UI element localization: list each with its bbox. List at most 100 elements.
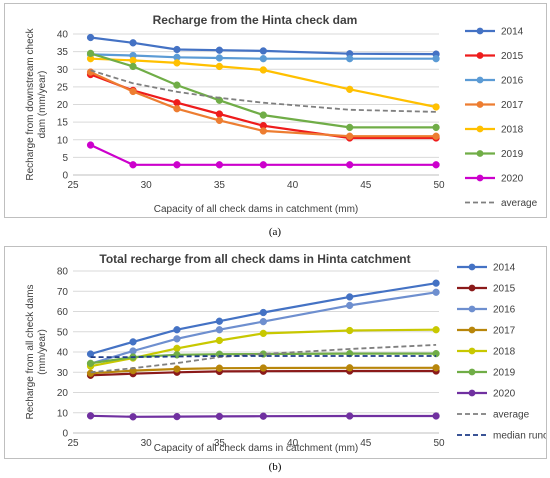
legend-label: 2015 <box>493 284 516 295</box>
legend-label: 2017 <box>501 100 524 111</box>
data-point <box>129 87 137 96</box>
data-point <box>346 326 354 335</box>
data-point <box>346 161 354 169</box>
y-tick-label: 70 <box>57 287 69 298</box>
legend-label: 2018 <box>493 347 516 358</box>
data-point <box>432 364 440 372</box>
data-point <box>215 161 224 169</box>
data-point <box>432 103 440 111</box>
data-point <box>215 317 224 325</box>
data-point <box>215 46 224 54</box>
data-point <box>173 344 181 353</box>
data-point <box>129 338 137 346</box>
data-point <box>215 364 224 372</box>
data-point <box>215 326 224 334</box>
series-line-average <box>90 344 437 374</box>
caption-a: (a) <box>268 226 282 238</box>
y-tick-label: 10 <box>57 408 69 419</box>
legend-label: 2015 <box>501 51 524 62</box>
legend-marker <box>476 27 484 35</box>
y-tick-label: 20 <box>57 100 69 111</box>
data-point <box>432 55 440 63</box>
data-point <box>259 111 267 119</box>
y-tick-label: 80 <box>57 267 69 278</box>
data-point <box>346 123 354 132</box>
data-point <box>173 365 181 373</box>
legend-marker <box>476 125 484 133</box>
data-point <box>432 123 440 132</box>
x-tick-label: 40 <box>287 438 299 449</box>
legend-label: 2014 <box>501 27 524 38</box>
data-point <box>259 161 267 169</box>
y-tick-label: 60 <box>57 307 69 318</box>
legend-marker <box>476 150 484 157</box>
data-point <box>432 132 440 140</box>
y-tick-label: 40 <box>57 348 69 359</box>
data-point <box>173 161 181 169</box>
x-tick-label: 50 <box>433 180 445 191</box>
data-point <box>215 96 224 104</box>
y-tick-label: 5 <box>62 153 68 164</box>
legend-marker <box>468 368 476 376</box>
data-point <box>346 55 354 63</box>
y-axis-title-line: dam (mm/year) <box>37 71 48 139</box>
data-point <box>346 412 354 420</box>
legend-marker <box>476 101 484 108</box>
data-point <box>129 347 137 355</box>
data-point <box>259 317 267 326</box>
data-point <box>173 326 181 334</box>
y-tick-label: 25 <box>57 82 69 93</box>
x-tick-label: 25 <box>67 180 79 191</box>
data-point <box>259 364 267 372</box>
data-point <box>173 59 181 67</box>
series-line-2018 <box>90 57 437 109</box>
x-tick-label: 40 <box>287 180 299 191</box>
data-point <box>129 161 137 169</box>
x-tick-label: 50 <box>433 438 445 449</box>
data-point <box>86 369 95 377</box>
data-point <box>173 45 181 54</box>
y-tick-label: 0 <box>62 429 68 440</box>
x-tick-label: 45 <box>360 180 372 191</box>
data-point <box>215 62 224 71</box>
x-tick-label: 35 <box>214 438 226 449</box>
legend-label: 2019 <box>493 368 516 379</box>
data-point <box>432 279 440 287</box>
data-point <box>173 412 181 421</box>
data-point <box>259 66 267 74</box>
legend-marker <box>468 347 476 355</box>
y-tick-label: 35 <box>57 47 69 58</box>
data-point <box>346 301 354 310</box>
legend-marker <box>468 305 476 313</box>
x-tick-label: 45 <box>360 438 372 449</box>
data-point <box>86 68 95 76</box>
data-point <box>346 293 354 301</box>
data-point <box>432 349 440 358</box>
chart-panel-a: Recharge from the Hinta check dam 0 5 10 15 2… <box>4 3 547 218</box>
data-point <box>215 336 224 345</box>
series-line-median-runoff <box>90 355 437 358</box>
data-point <box>86 350 95 358</box>
x-axis-title: Capacity of all check dams in catchment … <box>154 204 359 215</box>
y-axis-title: Recharge from all check dams(mm/year) <box>25 284 48 419</box>
y-tick-label: 15 <box>57 118 69 129</box>
x-tick-label: 35 <box>214 180 226 191</box>
y-axis-title-line: Recharge from all check dams <box>25 284 36 419</box>
y-tick-label: 30 <box>57 65 69 76</box>
data-point <box>259 329 267 338</box>
data-point <box>86 359 95 367</box>
legend-marker <box>468 263 476 271</box>
legend-label: 2020 <box>501 174 524 185</box>
data-point <box>173 81 181 89</box>
legend-label: 2016 <box>501 76 524 87</box>
y-tick-label: 30 <box>57 368 69 379</box>
x-axis-title: Capacity of all check dams in catchment … <box>154 443 359 454</box>
legend-label: 2020 <box>493 389 516 400</box>
data-point <box>259 47 267 55</box>
recharge-check-dam-chart: Recharge from the Hinta check dam 0 5 10 15 2… <box>25 13 538 215</box>
legend-marker <box>476 76 484 84</box>
data-point <box>215 110 224 118</box>
data-point <box>432 412 440 420</box>
data-point <box>129 413 137 421</box>
legend-label: 2018 <box>501 125 524 136</box>
